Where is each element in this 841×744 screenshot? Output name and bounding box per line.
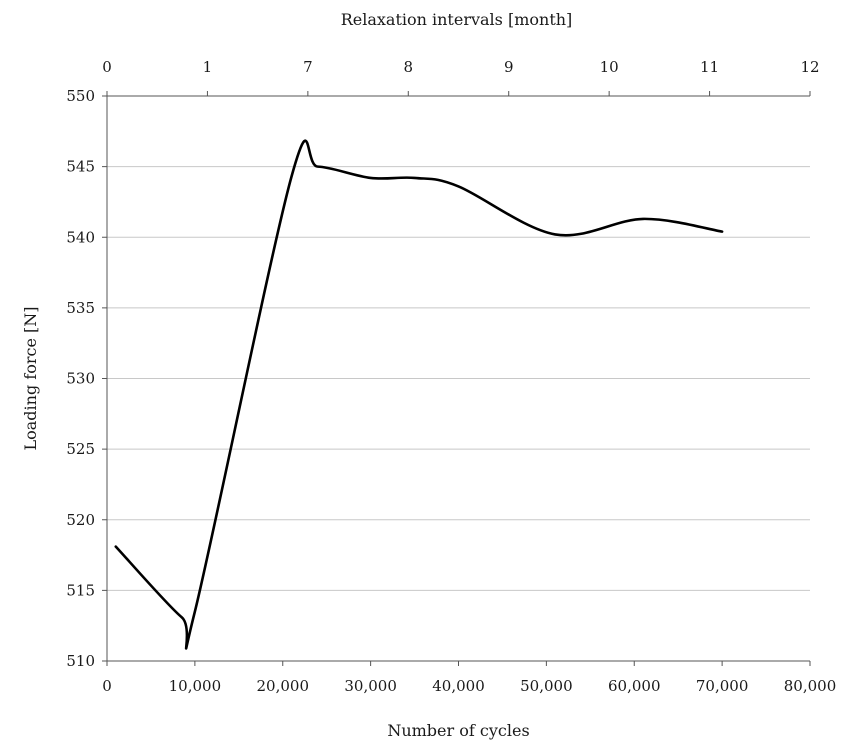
- y-tick-label: 535: [66, 299, 95, 317]
- x-axis-title: Number of cycles: [387, 721, 529, 740]
- x-tick-label: 40,000: [432, 677, 485, 695]
- y-tick-label: 525: [66, 440, 95, 458]
- y-tick-label: 545: [66, 158, 95, 176]
- top-tick-label: 11: [700, 58, 719, 76]
- x-tick-label: 0: [102, 677, 112, 695]
- y-tick-label: 515: [66, 581, 95, 599]
- top-tick-label: 10: [600, 58, 619, 76]
- x-axis-ticks: 0 10,000 20,000 30,000 40,000 50,000 60,000 70,…: [102, 661, 836, 695]
- y-tick-label: 520: [66, 511, 95, 529]
- top-tick-label: 0: [102, 58, 112, 76]
- x-tick-label: 60,000: [608, 677, 661, 695]
- x-tick-label: 80,000: [784, 677, 837, 695]
- top-axis-ticks: 0 1 7 8 9 10 11 12: [102, 58, 820, 96]
- x-tick-label: 10,000: [169, 677, 222, 695]
- y-tick-label: 540: [66, 228, 95, 246]
- y-tick-label: 510: [66, 652, 95, 670]
- x-tick-label: 70,000: [696, 677, 749, 695]
- top-tick-label: 12: [800, 58, 819, 76]
- grid-lines: [107, 95, 810, 591]
- x-tick-label: 50,000: [520, 677, 573, 695]
- series-line: [114, 139, 724, 650]
- y-axis-title: Loading force [N]: [21, 307, 40, 451]
- y-tick-label: 530: [66, 370, 95, 388]
- top-axis-title: Relaxation intervals [month]: [341, 10, 573, 29]
- top-tick-label: 7: [303, 58, 313, 76]
- x-tick-label: 30,000: [344, 677, 397, 695]
- y-axis-ticks: 510 515 520 525 530 535 540 545 550: [66, 87, 107, 670]
- top-tick-label: 8: [404, 58, 414, 76]
- top-tick-label: 9: [504, 58, 514, 76]
- top-tick-label: 1: [203, 58, 213, 76]
- x-tick-label: 20,000: [257, 677, 310, 695]
- y-tick-label: 550: [66, 87, 95, 105]
